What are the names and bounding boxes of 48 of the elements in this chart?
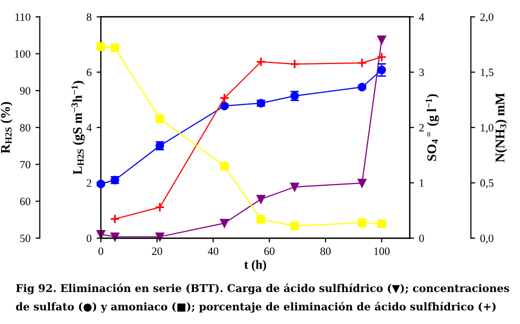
y-tick-label: 2 (86, 179, 92, 187)
point (290, 59, 300, 70)
y2-tick-label: 3 (419, 68, 424, 76)
y-tick-label: 1,5 (480, 68, 494, 78)
y2-tick-label: 4 (419, 13, 424, 21)
y2-tick-label: 2 (419, 124, 424, 132)
x-tick-label: 100 (374, 247, 390, 255)
x-tick-label: 60 (264, 247, 274, 255)
y-tick-label: 0 (86, 234, 92, 242)
point (290, 182, 299, 192)
point (358, 178, 366, 188)
y3-tick-label: 110 (15, 13, 30, 21)
y2-tick-label: 0 (419, 234, 424, 242)
y-axis-title: L$_{H2S}$ (gS m$^{−3}$h$^{−1}$) (71, 80, 85, 175)
y3-tick-label: 70 (20, 160, 30, 168)
y3-tick-label: 50 (20, 234, 30, 242)
x-tick-label: 80 (320, 247, 331, 255)
y-tick-label: 0,0 (480, 234, 494, 244)
x-axis-title: t (h) (244, 260, 266, 272)
y-tick-label: 6 (86, 68, 92, 76)
point (154, 202, 165, 212)
y3-tick-label: 100 (15, 50, 30, 58)
y-tick-label: 4 (86, 124, 92, 132)
y2-axis-title: SO$_{4}$$^{=}$ (g l$^{−1}$) (426, 94, 439, 161)
point (377, 36, 386, 44)
y-tick-label: 0,5 (480, 179, 494, 188)
point (357, 58, 368, 68)
y3-tick-label: 90 (20, 87, 30, 95)
x-tick-label: 20 (152, 247, 162, 255)
point (96, 230, 106, 239)
x-tick-label: 0 (98, 247, 104, 255)
point (220, 218, 229, 228)
point (256, 56, 266, 67)
x-tick-label: 40 (208, 247, 218, 255)
point (156, 232, 164, 242)
y3-tick-label: 80 (20, 124, 30, 132)
y-axis-title: N(NH$_{3}$) mM (495, 92, 508, 162)
caption: Fig 92. Eliminación en serie (BTT). Carga de ácido sulfhídrico (▼); concentraciones de sulfato (●) y amoniaco (■); porcentaje de eliminación de ácido sulfhídrico (+) (16, 284, 510, 313)
y-tick-label: 8 (86, 13, 92, 21)
y-tick-label: 2,0 (480, 13, 494, 22)
y3-axis-title: R$_{H2S}$ (%) (0, 102, 13, 154)
y2-tick-label: 1 (420, 179, 424, 187)
y-tick-label: 1,0 (480, 124, 494, 134)
point (110, 214, 120, 224)
point (376, 52, 387, 62)
y3-tick-label: 60 (20, 198, 30, 206)
point (110, 232, 120, 242)
point (256, 194, 266, 204)
